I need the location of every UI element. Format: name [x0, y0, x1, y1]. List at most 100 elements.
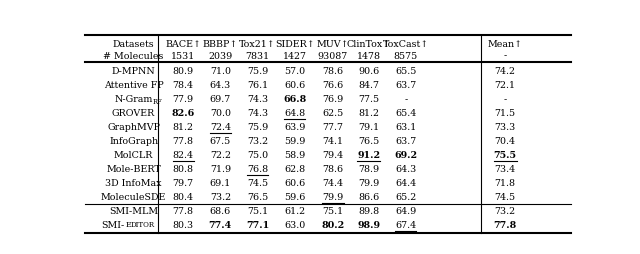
Text: SIDER↑: SIDER↑	[275, 40, 315, 49]
Text: 74.4: 74.4	[323, 178, 344, 187]
Text: 81.2: 81.2	[173, 123, 194, 132]
Text: 77.8: 77.8	[173, 206, 194, 215]
Text: 69.1: 69.1	[210, 178, 231, 187]
Text: 3D InfoMax: 3D InfoMax	[106, 178, 162, 187]
Text: 64.3: 64.3	[396, 164, 417, 173]
Text: 63.0: 63.0	[284, 220, 305, 229]
Text: 71.8: 71.8	[495, 178, 516, 187]
Text: Attentive FP: Attentive FP	[104, 81, 163, 90]
Text: 80.4: 80.4	[173, 192, 194, 201]
Text: 80.8: 80.8	[173, 164, 194, 173]
Text: 76.6: 76.6	[323, 81, 344, 90]
Text: -: -	[504, 95, 507, 104]
Text: 74.1: 74.1	[323, 137, 344, 146]
Text: 67.4: 67.4	[396, 220, 417, 229]
Text: 72.4: 72.4	[210, 123, 231, 132]
Text: SMI-: SMI-	[101, 220, 125, 229]
Text: 64.4: 64.4	[396, 178, 417, 187]
Text: 65.4: 65.4	[396, 109, 417, 118]
Text: GROVER: GROVER	[112, 109, 155, 118]
Text: 98.9: 98.9	[357, 220, 380, 229]
Text: 60.6: 60.6	[284, 178, 305, 187]
Text: -: -	[404, 95, 408, 104]
Text: 60.6: 60.6	[284, 81, 305, 90]
Text: 79.9: 79.9	[358, 178, 380, 187]
Text: 72.1: 72.1	[495, 81, 516, 90]
Text: 62.5: 62.5	[323, 109, 344, 118]
Text: 80.3: 80.3	[173, 220, 194, 229]
Text: GraphMVP: GraphMVP	[107, 123, 160, 132]
Text: 91.2: 91.2	[357, 150, 380, 160]
Text: 77.7: 77.7	[323, 123, 344, 132]
Text: 62.8: 62.8	[284, 164, 305, 173]
Text: 59.9: 59.9	[284, 137, 305, 146]
Text: 79.9: 79.9	[323, 192, 344, 201]
Text: 78.6: 78.6	[323, 67, 344, 76]
Text: DITOR: DITOR	[131, 220, 156, 228]
Text: SMI-MLM: SMI-MLM	[109, 206, 158, 215]
Text: 73.2: 73.2	[247, 137, 268, 146]
Text: ClinTox↑: ClinTox↑	[346, 40, 391, 49]
Text: 64.9: 64.9	[396, 206, 417, 215]
Text: 70.4: 70.4	[495, 137, 516, 146]
Text: 73.4: 73.4	[495, 164, 516, 173]
Text: -: -	[504, 51, 507, 60]
Text: 61.2: 61.2	[284, 206, 305, 215]
Text: 69.2: 69.2	[394, 150, 417, 160]
Text: 64.8: 64.8	[284, 109, 305, 118]
Text: 82.4: 82.4	[173, 150, 194, 160]
Text: 75.1: 75.1	[247, 206, 268, 215]
Text: D-MPNN: D-MPNN	[112, 67, 156, 76]
Text: 63.7: 63.7	[396, 137, 417, 146]
Text: 74.5: 74.5	[495, 192, 516, 201]
Text: 75.9: 75.9	[247, 67, 268, 76]
Text: 80.9: 80.9	[173, 67, 194, 76]
Text: 65.2: 65.2	[396, 192, 417, 201]
Text: 78.9: 78.9	[358, 164, 380, 173]
Text: 79.4: 79.4	[323, 150, 344, 160]
Text: 8575: 8575	[394, 51, 418, 60]
Text: 69.7: 69.7	[210, 95, 231, 104]
Text: 71.5: 71.5	[495, 109, 516, 118]
Text: 73.2: 73.2	[495, 206, 516, 215]
Text: 77.5: 77.5	[358, 95, 380, 104]
Text: Datasets: Datasets	[113, 40, 154, 49]
Text: 74.3: 74.3	[247, 109, 268, 118]
Text: 63.1: 63.1	[396, 123, 417, 132]
Text: 1531: 1531	[171, 51, 195, 60]
Text: 1427: 1427	[283, 51, 307, 60]
Text: 73.3: 73.3	[495, 123, 516, 132]
Text: MolCLR: MolCLR	[114, 150, 153, 160]
Text: 66.8: 66.8	[283, 95, 307, 104]
Text: Mean↑: Mean↑	[488, 40, 523, 49]
Text: 77.4: 77.4	[209, 220, 232, 229]
Text: InfoGraph: InfoGraph	[109, 137, 158, 146]
Text: BACE↑: BACE↑	[165, 40, 201, 49]
Text: 77.8: 77.8	[173, 137, 194, 146]
Text: 63.9: 63.9	[284, 123, 305, 132]
Text: 79.7: 79.7	[173, 178, 194, 187]
Text: 71.9: 71.9	[210, 164, 231, 173]
Text: 59.6: 59.6	[284, 192, 305, 201]
Text: # Molecules: # Molecules	[104, 51, 164, 60]
Text: 76.5: 76.5	[358, 137, 380, 146]
Text: 7831: 7831	[246, 51, 269, 60]
Text: 77.1: 77.1	[246, 220, 269, 229]
Text: 64.3: 64.3	[210, 81, 231, 90]
Text: 78.4: 78.4	[173, 81, 194, 90]
Text: 81.2: 81.2	[358, 109, 379, 118]
Text: 2039: 2039	[208, 51, 232, 60]
Text: 79.1: 79.1	[358, 123, 380, 132]
Text: 57.0: 57.0	[284, 67, 305, 76]
Text: ToxCast↑: ToxCast↑	[383, 40, 429, 49]
Text: 75.9: 75.9	[247, 123, 268, 132]
Text: Tox21↑: Tox21↑	[239, 40, 276, 49]
Text: 68.6: 68.6	[210, 206, 231, 215]
Text: 75.0: 75.0	[247, 150, 268, 160]
Text: N-Gram: N-Gram	[115, 95, 153, 104]
Text: 75.1: 75.1	[323, 206, 344, 215]
Text: 84.7: 84.7	[358, 81, 379, 90]
Text: MUV↑: MUV↑	[317, 40, 349, 49]
Text: 86.6: 86.6	[358, 192, 380, 201]
Text: 73.2: 73.2	[210, 192, 231, 201]
